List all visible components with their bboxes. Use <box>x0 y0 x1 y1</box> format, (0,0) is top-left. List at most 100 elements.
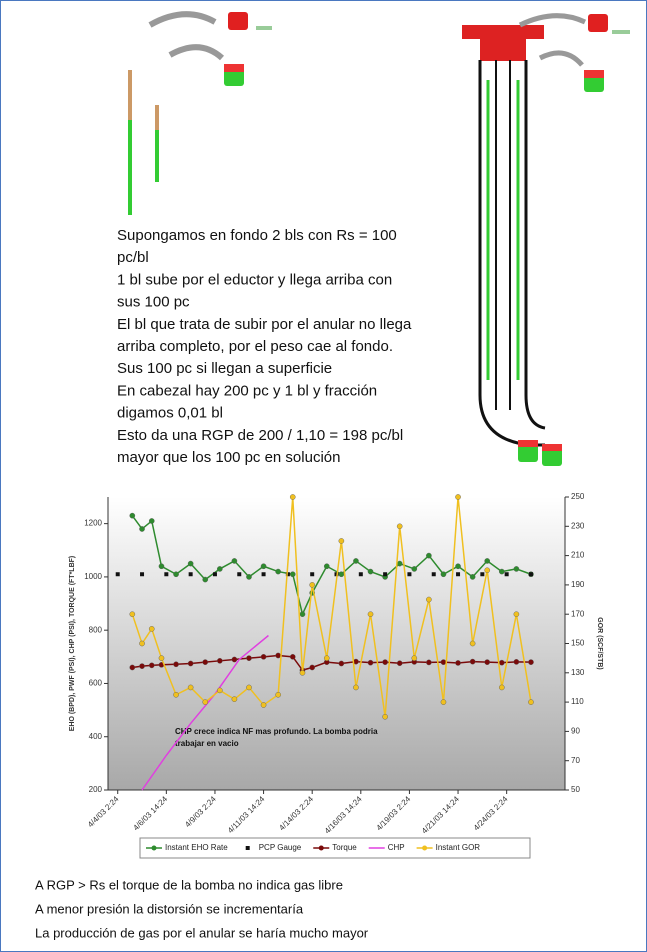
point <box>310 665 315 670</box>
point <box>359 572 363 576</box>
body-line: Supongamos en fondo 2 bls con Rs = 100 <box>117 227 397 244</box>
point <box>149 518 154 523</box>
footer-line: La producción de gas por el anular se ha… <box>35 925 369 940</box>
point <box>159 656 164 661</box>
point <box>505 572 509 576</box>
point <box>130 513 135 518</box>
point <box>324 564 329 569</box>
point <box>514 566 519 571</box>
point <box>514 659 519 664</box>
point <box>149 626 154 631</box>
point <box>173 662 178 667</box>
point <box>383 572 387 576</box>
point <box>290 572 295 577</box>
point <box>485 568 490 573</box>
point <box>455 660 460 665</box>
y-tick-label: 200 <box>89 785 103 794</box>
point <box>339 538 344 543</box>
y-tick-label: 400 <box>89 732 103 741</box>
point <box>116 572 120 576</box>
point <box>310 572 314 576</box>
point <box>339 661 344 666</box>
point <box>499 685 504 690</box>
point <box>426 597 431 602</box>
y-tick-label: 800 <box>89 625 103 634</box>
point <box>290 494 295 499</box>
point <box>261 564 266 569</box>
point <box>485 558 490 563</box>
point <box>139 526 144 531</box>
point <box>310 582 315 587</box>
y2-tick-label: 50 <box>571 785 580 794</box>
y2-tick-label: 170 <box>571 609 585 618</box>
body-line: sus 100 pc <box>117 294 190 311</box>
point <box>246 685 251 690</box>
body-line: arriba completo, por el peso cae al fond… <box>117 338 393 355</box>
point <box>441 660 446 665</box>
point <box>529 572 533 576</box>
legend-label: CHP <box>388 843 405 852</box>
body-line: El bl que trata de subir por el anular n… <box>117 316 412 333</box>
point <box>188 685 193 690</box>
y-tick-label: 1000 <box>84 572 102 581</box>
legend-marker <box>422 846 427 851</box>
point <box>514 612 519 617</box>
legend-label: Instant GOR <box>436 843 481 852</box>
body-line: En cabezal hay 200 pc y 1 bl y fracción <box>117 382 377 399</box>
point <box>232 657 237 662</box>
point <box>470 659 475 664</box>
point <box>173 692 178 697</box>
point <box>368 569 373 574</box>
y-tick-label: 1200 <box>84 519 102 528</box>
y2-tick-label: 230 <box>571 521 585 530</box>
point <box>213 572 217 576</box>
point <box>441 700 446 705</box>
body-line: Sus 100 pc si llegan a superficie <box>117 360 332 377</box>
point <box>203 660 208 665</box>
point <box>383 660 388 665</box>
point <box>246 656 251 661</box>
point <box>276 653 281 658</box>
point <box>164 572 168 576</box>
point <box>324 656 329 661</box>
body-line: mayor que los 100 pc en solución <box>117 449 340 466</box>
point <box>159 564 164 569</box>
annotation: trabajar en vacio <box>175 739 239 748</box>
point <box>246 574 251 579</box>
footer-line: A menor presión la distorsión se increme… <box>35 901 304 916</box>
point <box>203 577 208 582</box>
y2-tick-label: 130 <box>571 668 585 677</box>
point <box>397 561 402 566</box>
point <box>368 660 373 665</box>
point <box>300 670 305 675</box>
point <box>130 612 135 617</box>
point <box>173 572 178 577</box>
point <box>188 661 193 666</box>
point <box>217 688 222 693</box>
slide: Supongamos en fondo 2 bls con Rs = 100pc… <box>0 0 647 952</box>
point <box>412 566 417 571</box>
point <box>149 663 154 668</box>
point <box>455 494 460 499</box>
footer-line: A RGP > Rs el torque de la bomba no indi… <box>35 877 343 892</box>
y2-tick-label: 210 <box>571 551 585 560</box>
y2-tick-label: 110 <box>571 697 584 706</box>
point <box>383 714 388 719</box>
page: {"text_block": {"lines": [ "Supongamos e… <box>0 0 647 952</box>
point <box>426 553 431 558</box>
legend-marker <box>152 846 157 851</box>
annotation: CHP crece indica NF mas profundo. La bom… <box>175 727 378 736</box>
point <box>290 654 295 659</box>
point <box>261 654 266 659</box>
point <box>407 572 411 576</box>
point <box>140 572 144 576</box>
body-line: digamos 0,01 bl <box>117 405 223 422</box>
point <box>139 664 144 669</box>
point <box>217 566 222 571</box>
point <box>130 665 135 670</box>
y-tick-label: 600 <box>89 679 103 688</box>
point <box>470 574 475 579</box>
point <box>528 700 533 705</box>
point <box>353 558 358 563</box>
point <box>276 569 281 574</box>
